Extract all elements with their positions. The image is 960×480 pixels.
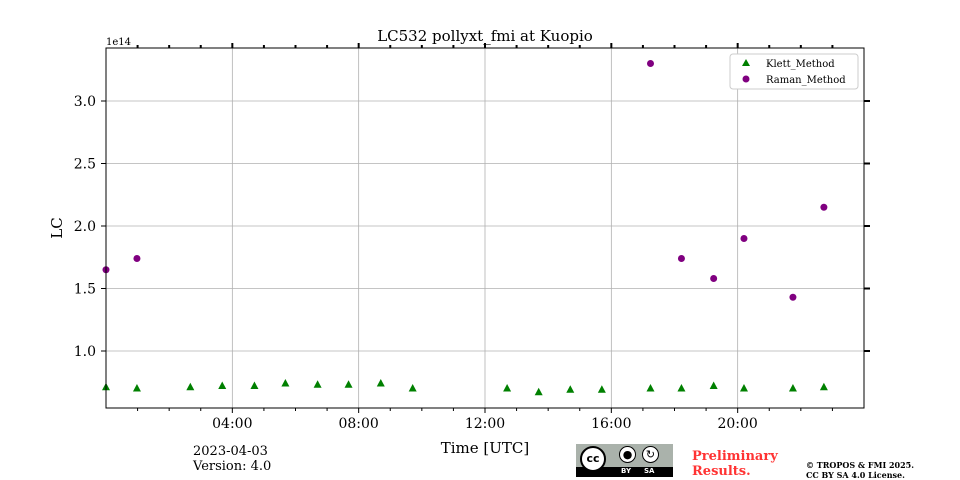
klett-point <box>534 387 543 396</box>
raman-point <box>646 60 654 67</box>
sa-text: SA <box>644 467 655 475</box>
raman-point <box>789 293 797 301</box>
sa-icon: ↻ <box>642 446 659 463</box>
x-tick-label: 16:00 <box>591 416 631 432</box>
klett-point <box>281 379 290 387</box>
x-tick-label: 20:00 <box>717 416 757 432</box>
raman-point <box>677 255 685 262</box>
date-label: 2023-04-03 <box>193 444 268 459</box>
klett-point <box>132 384 141 392</box>
legend-klett-label: Klett_Method <box>766 59 835 70</box>
klett-point <box>646 384 655 392</box>
raman-point <box>740 235 748 242</box>
raman-point <box>133 255 141 262</box>
klett-point <box>788 384 797 392</box>
x-tick-label: 08:00 <box>338 416 378 432</box>
y-tick-label: 3.0 <box>74 94 96 110</box>
y-tick-label: 2.5 <box>74 157 96 173</box>
legend-raman-marker <box>742 75 750 83</box>
y-tick-label: 2.0 <box>74 219 96 235</box>
y-tick-label: 1.0 <box>74 344 96 360</box>
x-tick-label: 12:00 <box>465 416 505 432</box>
klett-point <box>739 384 748 392</box>
raman-point <box>710 275 718 282</box>
klett-point <box>376 379 385 387</box>
y-axis-label: LC <box>48 217 66 238</box>
raman-point <box>820 203 828 211</box>
x-tick-label: 04:00 <box>212 416 252 432</box>
klett-point <box>186 382 195 391</box>
klett-point <box>709 381 718 389</box>
klett-point <box>819 382 828 391</box>
legend: Klett_Method Raman_Method <box>729 53 859 90</box>
copyright-line2: CC BY SA 4.0 License. <box>806 470 905 480</box>
preliminary-line2: Results. <box>692 464 751 479</box>
klett-point <box>313 380 322 388</box>
preliminary-line1: Preliminary <box>692 449 778 464</box>
version-label: Version: 4.0 <box>193 459 272 474</box>
y-tick-label: 1.5 <box>74 282 96 298</box>
klett-point <box>344 380 353 388</box>
plot-frame <box>105 47 865 409</box>
x-axis-label: Time [UTC] <box>441 439 530 457</box>
klett-point <box>503 384 512 392</box>
klett-point <box>677 384 686 392</box>
klett-point <box>250 381 259 389</box>
legend-raman-label: Raman_Method <box>766 75 846 86</box>
by-icon: ● <box>619 446 636 463</box>
legend-klett-marker <box>742 59 750 66</box>
copyright-line1: © TROPOS & FMI 2025. <box>806 460 915 470</box>
y-exponent-label: 1e14 <box>106 37 131 48</box>
chart-title: LC532 pollyxt_fmi at Kuopio <box>377 27 593 45</box>
cc-icon: cc <box>580 446 606 472</box>
by-text: BY <box>621 467 632 475</box>
klett-point <box>408 384 417 392</box>
cc-by-sa-logo: cc ● ↻ BY SA <box>576 444 673 477</box>
klett-point <box>218 381 227 389</box>
klett-point <box>566 385 575 393</box>
klett-point <box>597 385 606 393</box>
